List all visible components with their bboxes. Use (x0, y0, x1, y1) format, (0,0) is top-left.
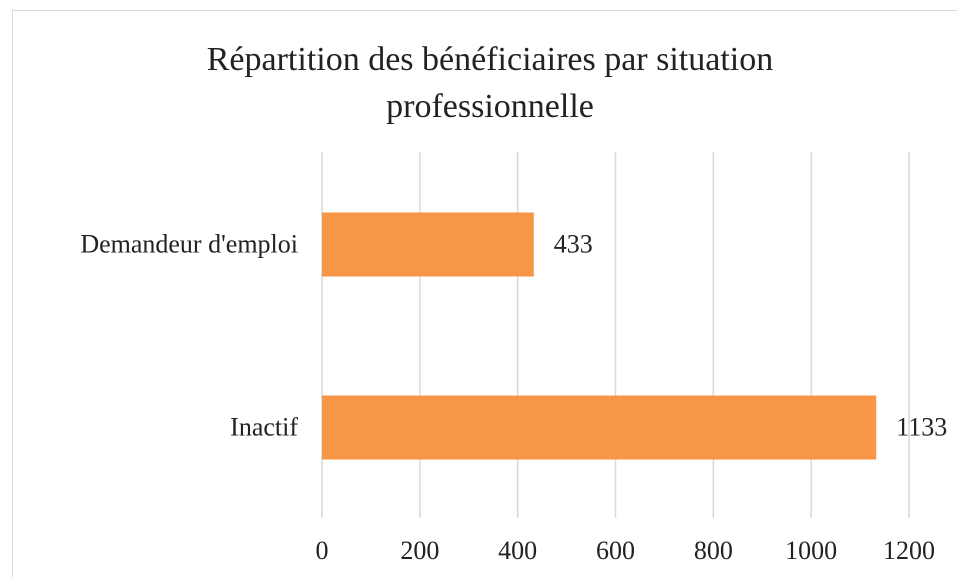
x-tick-label: 800 (694, 536, 733, 565)
bar (322, 212, 534, 277)
y-tick-label: Inactif (230, 412, 298, 441)
chart-frame (12, 10, 957, 577)
x-tick-label: 400 (498, 536, 537, 565)
x-tick-label: 1000 (785, 536, 837, 565)
x-tick-label: 1200 (883, 536, 935, 565)
x-tick-label: 600 (596, 536, 635, 565)
bar (322, 395, 877, 460)
data-label: 433 (554, 229, 593, 258)
chart-title: Répartition des bénéficiaires par situat… (206, 41, 774, 125)
x-tick-label: 200 (400, 536, 439, 565)
y-tick-label: Demandeur d'emploi (80, 229, 298, 258)
data-label: 1133 (896, 412, 947, 441)
x-tick-label: 0 (316, 536, 329, 565)
